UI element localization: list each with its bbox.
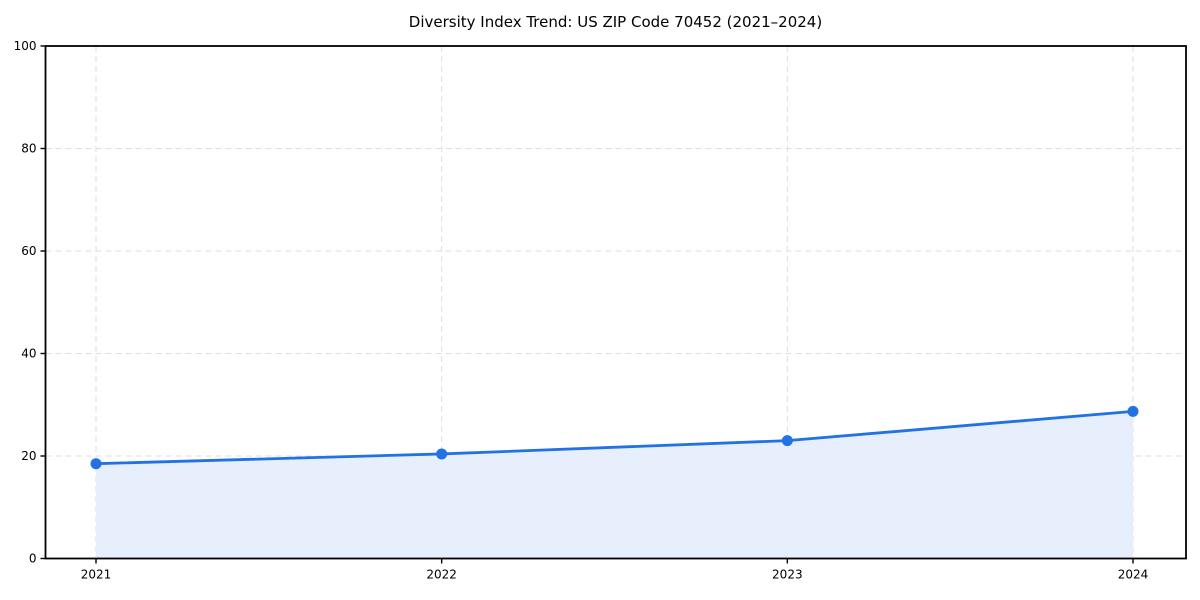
y-tick-label: 20 [21,449,36,463]
chart-title: Diversity Index Trend: US ZIP Code 70452… [408,13,823,31]
x-tick-label: 2023 [772,568,803,582]
plot-frame [44,45,1187,560]
area-fill [96,411,1133,559]
y-tick-label: 100 [14,39,37,53]
x-tick-label: 2021 [81,568,112,582]
series-line [94,410,1135,466]
y-tick-label: 40 [21,347,36,361]
data-point-marker [781,435,793,447]
data-point-marker [1127,405,1139,417]
data-point-marker [90,458,102,470]
y-tick-label: 80 [21,142,36,156]
y-tick-label: 60 [21,244,36,258]
y-tick-label: 0 [29,552,37,566]
x-tick-label: 2022 [426,568,457,582]
data-point-marker [436,448,448,460]
x-tick-label: 2024 [1118,568,1149,582]
